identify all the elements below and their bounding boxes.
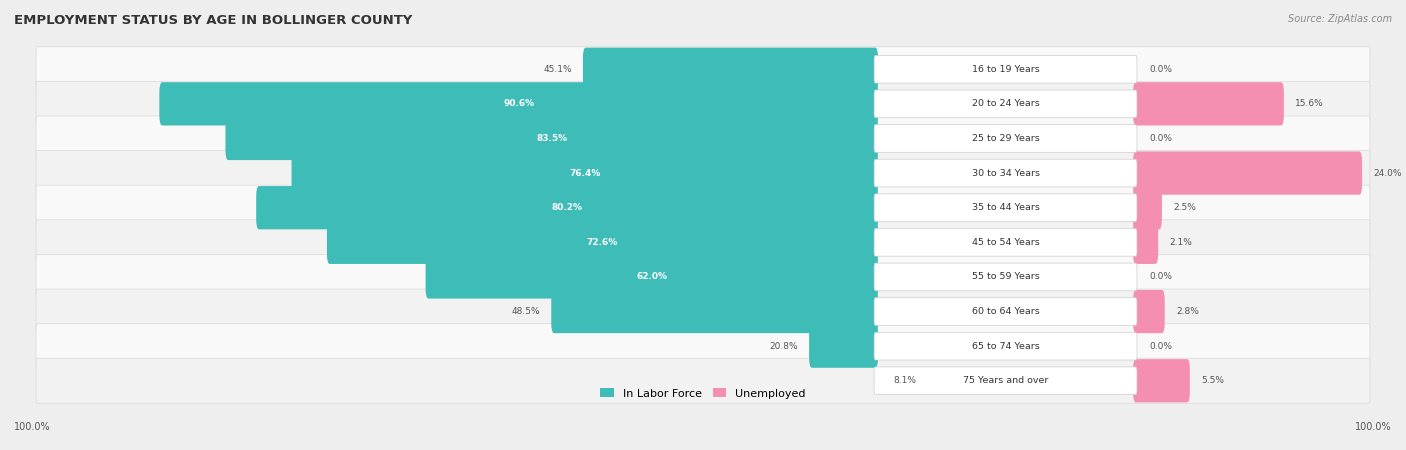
Legend: In Labor Force, Unemployed: In Labor Force, Unemployed	[596, 384, 810, 403]
Text: 5.5%: 5.5%	[1201, 376, 1225, 385]
FancyBboxPatch shape	[37, 116, 1369, 161]
FancyBboxPatch shape	[551, 290, 877, 333]
FancyBboxPatch shape	[875, 332, 1137, 360]
FancyBboxPatch shape	[328, 220, 877, 264]
FancyBboxPatch shape	[875, 298, 1137, 325]
Text: 0.0%: 0.0%	[1150, 342, 1173, 351]
Text: 8.1%: 8.1%	[893, 376, 917, 385]
Text: 2.1%: 2.1%	[1170, 238, 1192, 247]
FancyBboxPatch shape	[875, 55, 1137, 83]
FancyBboxPatch shape	[426, 255, 877, 298]
FancyBboxPatch shape	[875, 159, 1137, 187]
FancyBboxPatch shape	[1133, 82, 1284, 126]
Text: 75 Years and over: 75 Years and over	[963, 376, 1049, 385]
Text: 83.5%: 83.5%	[536, 134, 567, 143]
FancyBboxPatch shape	[808, 324, 877, 368]
Text: 30 to 34 Years: 30 to 34 Years	[972, 169, 1039, 178]
FancyBboxPatch shape	[1133, 359, 1189, 402]
FancyBboxPatch shape	[583, 48, 877, 91]
FancyBboxPatch shape	[225, 117, 877, 160]
FancyBboxPatch shape	[37, 358, 1369, 403]
FancyBboxPatch shape	[256, 186, 877, 230]
Text: 48.5%: 48.5%	[512, 307, 540, 316]
FancyBboxPatch shape	[1133, 186, 1161, 230]
FancyBboxPatch shape	[37, 185, 1369, 230]
FancyBboxPatch shape	[291, 152, 877, 195]
Text: 72.6%: 72.6%	[586, 238, 619, 247]
Text: 80.2%: 80.2%	[551, 203, 582, 212]
FancyBboxPatch shape	[37, 324, 1369, 369]
Text: 100.0%: 100.0%	[1355, 422, 1392, 432]
Text: Source: ZipAtlas.com: Source: ZipAtlas.com	[1288, 14, 1392, 23]
Text: 60 to 64 Years: 60 to 64 Years	[972, 307, 1039, 316]
FancyBboxPatch shape	[875, 229, 1137, 256]
Text: 0.0%: 0.0%	[1150, 65, 1173, 74]
Text: 16 to 19 Years: 16 to 19 Years	[972, 65, 1039, 74]
Text: 90.6%: 90.6%	[503, 99, 534, 108]
Text: 55 to 59 Years: 55 to 59 Years	[972, 272, 1039, 281]
Text: 35 to 44 Years: 35 to 44 Years	[972, 203, 1039, 212]
FancyBboxPatch shape	[37, 81, 1369, 126]
Text: 15.6%: 15.6%	[1295, 99, 1324, 108]
FancyBboxPatch shape	[875, 367, 1137, 395]
FancyBboxPatch shape	[875, 125, 1137, 152]
Text: 45 to 54 Years: 45 to 54 Years	[972, 238, 1039, 247]
FancyBboxPatch shape	[159, 82, 877, 126]
Text: 20.8%: 20.8%	[769, 342, 799, 351]
FancyBboxPatch shape	[37, 151, 1369, 196]
FancyBboxPatch shape	[875, 263, 1137, 291]
FancyBboxPatch shape	[37, 47, 1369, 92]
Text: 100.0%: 100.0%	[14, 422, 51, 432]
Text: 25 to 29 Years: 25 to 29 Years	[972, 134, 1039, 143]
FancyBboxPatch shape	[875, 194, 1137, 221]
FancyBboxPatch shape	[37, 254, 1369, 299]
Text: 2.8%: 2.8%	[1175, 307, 1199, 316]
Text: 24.0%: 24.0%	[1374, 169, 1402, 178]
Text: 2.5%: 2.5%	[1173, 203, 1197, 212]
FancyBboxPatch shape	[37, 220, 1369, 265]
FancyBboxPatch shape	[37, 289, 1369, 334]
Text: 0.0%: 0.0%	[1150, 272, 1173, 281]
Text: EMPLOYMENT STATUS BY AGE IN BOLLINGER COUNTY: EMPLOYMENT STATUS BY AGE IN BOLLINGER CO…	[14, 14, 412, 27]
FancyBboxPatch shape	[1133, 152, 1362, 195]
FancyBboxPatch shape	[1133, 220, 1159, 264]
Text: 0.0%: 0.0%	[1150, 134, 1173, 143]
Text: 62.0%: 62.0%	[637, 272, 668, 281]
Text: 76.4%: 76.4%	[569, 169, 600, 178]
FancyBboxPatch shape	[875, 90, 1137, 118]
Text: 65 to 74 Years: 65 to 74 Years	[972, 342, 1039, 351]
Text: 45.1%: 45.1%	[543, 65, 572, 74]
Text: 20 to 24 Years: 20 to 24 Years	[972, 99, 1039, 108]
FancyBboxPatch shape	[1133, 290, 1164, 333]
